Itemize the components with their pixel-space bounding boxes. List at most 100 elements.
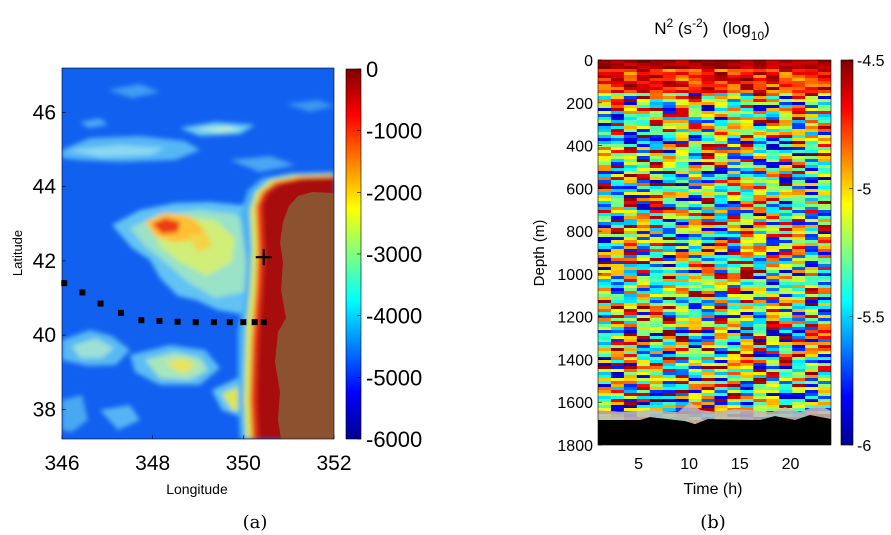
n2-cell: [818, 159, 831, 163]
n2-cell: [727, 123, 741, 127]
n2-cell: [753, 300, 767, 304]
n2-cell: [701, 384, 715, 388]
n2-cell: [727, 261, 741, 265]
n2-cell: [662, 390, 677, 394]
n2-cell: [675, 369, 690, 373]
n2-cell: [753, 222, 767, 226]
n2-cell: [610, 351, 625, 355]
n2-cell: [701, 264, 715, 268]
n2-cell: [675, 306, 690, 310]
n2-cell: [636, 246, 651, 250]
n2-cell: [714, 345, 728, 349]
n2-cell: [636, 213, 651, 217]
n2-cell: [805, 348, 819, 352]
n2-cell: [714, 402, 728, 406]
n2-cell: [623, 198, 638, 202]
n2-cell: [805, 114, 819, 118]
n2-cell: [714, 285, 728, 289]
n2-cell: [688, 129, 703, 133]
n2-cell: [714, 327, 728, 331]
n2-cell: [649, 342, 664, 346]
n2-cell: [623, 330, 638, 334]
n2-cell: [766, 348, 780, 352]
n2-cell: [792, 222, 806, 226]
n2-cell: [740, 321, 754, 325]
n2-cell: [701, 66, 715, 70]
n2-cell: [649, 120, 664, 124]
n2-cell: [818, 225, 831, 229]
n2-cell: [623, 90, 638, 94]
n2-cell: [636, 279, 651, 283]
n2-cell: [792, 111, 806, 115]
n2-cell: [805, 132, 819, 136]
n2-cell: [753, 252, 767, 256]
n2-cell: [805, 219, 819, 223]
n2-cell: [598, 246, 612, 250]
n2-cell: [701, 237, 715, 241]
n2-cell: [610, 210, 625, 214]
n2-cell: [818, 396, 831, 400]
n2-cell: [623, 288, 638, 292]
n2-cell: [753, 408, 767, 412]
n2-cell: [753, 171, 767, 175]
n2-cell: [792, 174, 806, 178]
n2-cell: [662, 129, 677, 133]
n2-cell: [714, 177, 728, 181]
n2-cell: [598, 228, 612, 232]
n2-cell: [649, 240, 664, 244]
n2-cell: [649, 246, 664, 250]
n2-cell: [714, 381, 728, 385]
n2-cell: [623, 231, 638, 235]
n2-cell: [662, 132, 677, 136]
n2-cell: [649, 273, 664, 277]
n2-cell: [688, 288, 703, 292]
n2-cell: [688, 132, 703, 136]
n2-cell: [598, 288, 612, 292]
n2-cell: [688, 228, 703, 232]
n2-cell: [753, 114, 767, 118]
n2-cell: [714, 330, 728, 334]
n2-cell: [792, 228, 806, 232]
n2-cell: [649, 222, 664, 226]
n2-cell: [675, 207, 690, 211]
n2-cell: [753, 129, 767, 133]
n2-cell: [662, 204, 677, 208]
n2-cell: [766, 342, 780, 346]
n2-cell: [753, 333, 767, 337]
n2-cell: [753, 396, 767, 400]
n2-cell: [753, 369, 767, 373]
n2-cell: [610, 111, 625, 115]
n2-cell: [662, 255, 677, 259]
n2-cell: [740, 219, 754, 223]
n2-cell: [675, 186, 690, 190]
n2-cell: [662, 315, 677, 319]
n2-cell: [792, 108, 806, 112]
n2-cell: [818, 405, 831, 409]
n2-cell: [766, 300, 780, 304]
n2-cell: [688, 195, 703, 199]
n2-cell: [792, 405, 806, 409]
n2-cell: [701, 171, 715, 175]
n2-cell: [636, 102, 651, 106]
n2-cell: [688, 123, 703, 127]
n2-cell: [805, 309, 819, 313]
n2-cell: [598, 201, 612, 205]
n2-cell: [740, 237, 754, 241]
n2-cell: [598, 192, 612, 196]
n2-cell: [701, 93, 715, 97]
n2-cell: [649, 192, 664, 196]
n2-cell: [649, 405, 664, 409]
n2-cell: [740, 252, 754, 256]
n2-cell: [818, 366, 831, 370]
n2-cell: [805, 288, 819, 292]
n2-cell: [766, 141, 780, 145]
n2-cell: [753, 189, 767, 193]
n2-cell: [636, 228, 651, 232]
n2-cell: [714, 120, 728, 124]
depth-colorbar-ticks: 0-1000-2000-3000-4000-5000-6000: [357, 57, 422, 452]
n2-cell: [779, 264, 793, 268]
n2-cell: [649, 282, 664, 286]
n2-cell: [753, 213, 767, 217]
n2-cell: [753, 126, 767, 130]
